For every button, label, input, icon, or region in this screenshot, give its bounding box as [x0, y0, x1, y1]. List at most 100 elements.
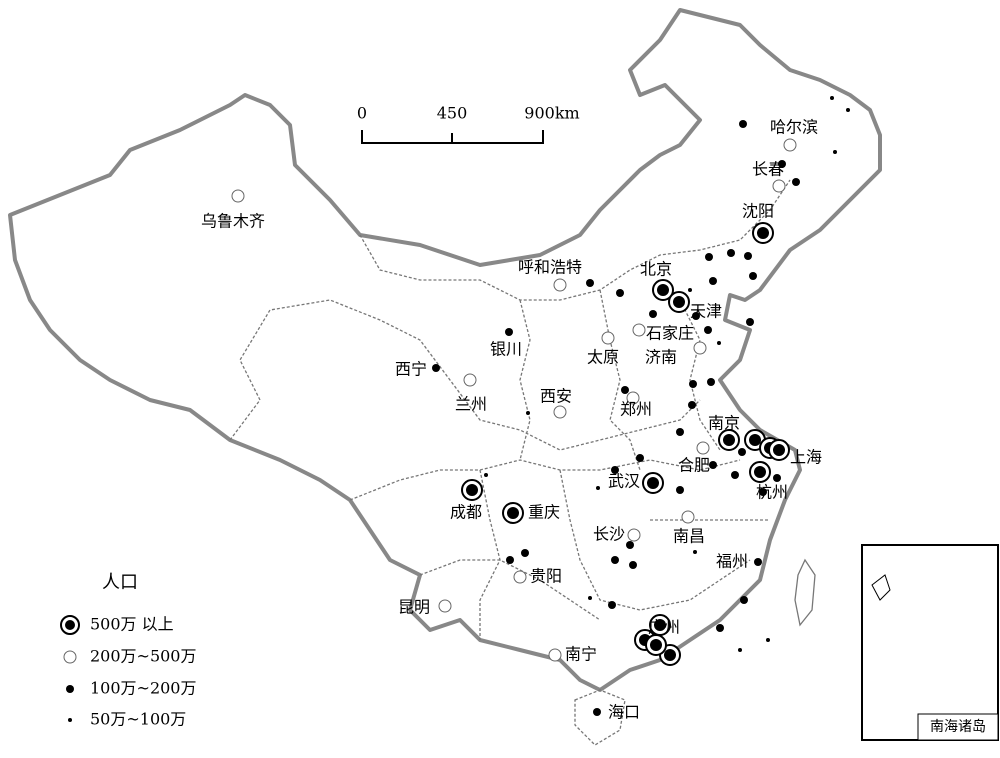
marker — [507, 507, 519, 519]
legend: 人口 500万 以上 200万~500万 100万~200万 50万~100万 — [60, 572, 197, 729]
marker — [723, 434, 735, 446]
marker — [693, 550, 697, 554]
city-label: 南昌 — [673, 527, 705, 546]
city-label: 海口 — [608, 703, 640, 722]
marker — [738, 648, 742, 652]
legend-label: 100万~200万 — [90, 679, 197, 698]
marker — [673, 296, 685, 308]
marker — [689, 380, 697, 388]
city-label: 石家庄 — [646, 324, 694, 343]
marker — [740, 596, 748, 604]
marker — [629, 561, 637, 569]
marker — [759, 488, 767, 496]
marker — [749, 434, 761, 446]
city-label: 天津 — [690, 302, 722, 321]
marker — [749, 272, 757, 280]
marker — [621, 386, 629, 394]
marker — [627, 528, 641, 542]
marker — [616, 289, 624, 297]
marker — [636, 454, 644, 462]
marker — [231, 189, 245, 203]
city-label: 银川 — [490, 340, 522, 359]
scale-label: 900km — [524, 104, 579, 123]
city-label: 福州 — [716, 552, 748, 571]
city-label: 郑州 — [620, 400, 652, 419]
marker — [506, 556, 514, 564]
city-label: 昆明 — [398, 598, 430, 617]
marker — [601, 331, 615, 345]
city-label: 重庆 — [528, 503, 560, 522]
marker — [521, 549, 529, 557]
marker — [513, 570, 527, 584]
marker — [649, 310, 657, 318]
marker — [553, 278, 567, 292]
marker — [707, 378, 715, 386]
city-label: 哈尔滨 — [770, 118, 818, 137]
marker — [526, 411, 530, 415]
marker — [676, 486, 684, 494]
inset-title: 南海诸岛 — [930, 719, 986, 735]
marker — [438, 599, 452, 613]
city-label: 南宁 — [565, 645, 597, 664]
marker — [846, 108, 850, 112]
marker — [647, 477, 659, 489]
marker — [432, 364, 440, 372]
marker — [709, 277, 717, 285]
marker — [596, 486, 600, 490]
city-label: 沈阳 — [742, 202, 774, 221]
city-label: 广州 — [648, 618, 680, 637]
legend-label: 50万~100万 — [90, 710, 186, 729]
city-label: 长春 — [752, 160, 784, 179]
city-label: 西安 — [540, 387, 572, 406]
city-label: 上海 — [790, 448, 822, 467]
marker — [830, 96, 834, 100]
legend-label: 500万 以上 — [90, 615, 174, 634]
marker — [681, 510, 695, 524]
marker — [588, 596, 592, 600]
marker — [693, 341, 707, 355]
marker — [744, 252, 752, 260]
marker — [754, 466, 766, 478]
city-label: 北京 — [640, 260, 672, 279]
marker — [792, 178, 800, 186]
city-label: 杭州 — [756, 483, 788, 502]
marker — [626, 541, 634, 549]
marker — [772, 179, 786, 193]
marker — [705, 253, 713, 261]
marker — [757, 227, 769, 239]
marker — [553, 405, 567, 419]
marker — [833, 150, 837, 154]
marker — [688, 401, 696, 409]
city-label: 武汉 — [608, 472, 640, 491]
city-label: 南京 — [708, 414, 740, 433]
marker — [783, 138, 797, 152]
marker — [692, 312, 700, 320]
marker — [466, 484, 478, 496]
marker — [688, 288, 692, 292]
scale-label: 0 — [357, 104, 367, 123]
marker — [704, 326, 712, 334]
marker — [611, 466, 619, 474]
hainan — [574, 689, 626, 746]
marker — [654, 619, 666, 631]
marker — [664, 649, 676, 661]
marker — [773, 474, 781, 482]
city-label: 合肥 — [678, 456, 710, 475]
scale-label: 450 — [437, 104, 468, 123]
marker — [696, 441, 710, 455]
marker — [709, 461, 717, 469]
marker — [548, 648, 562, 662]
marker — [731, 471, 739, 479]
marker — [484, 473, 488, 477]
scale-bar: 0 450 900km — [357, 104, 580, 144]
marker — [650, 639, 662, 651]
marker — [463, 373, 477, 387]
city-label: 乌鲁木齐 — [201, 212, 265, 231]
inset: 南海诸岛 — [861, 544, 999, 741]
marker — [727, 249, 735, 257]
city-label: 贵阳 — [530, 567, 562, 586]
marker — [586, 279, 594, 287]
marker — [657, 284, 669, 296]
marker — [738, 448, 746, 456]
